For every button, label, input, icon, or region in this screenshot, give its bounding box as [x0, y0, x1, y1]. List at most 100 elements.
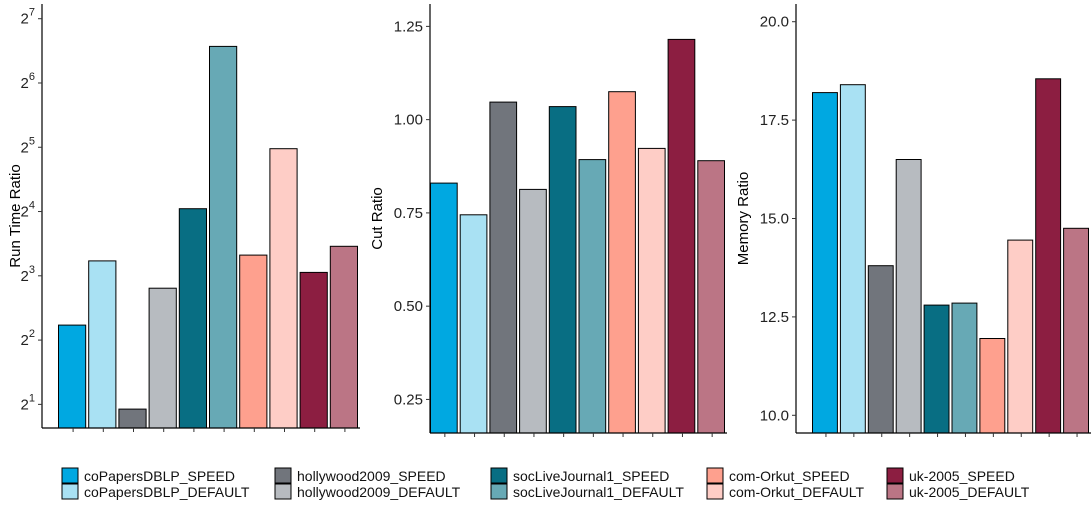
y-tick-label: 22: [21, 328, 35, 349]
y-tick-label: 0.25: [394, 391, 423, 408]
legend-item-hollywood2009_SPEED: hollywood2009_SPEED: [274, 467, 446, 484]
bar-com-Orkut_DEFAULT: [637, 147, 666, 434]
legend-swatch: [706, 467, 724, 484]
bar-uk-2005_DEFAULT: [1063, 227, 1089, 434]
y-tick-label: 12.5: [760, 309, 789, 326]
y-tick-label: 10.0: [760, 407, 789, 424]
bar-com-Orkut_SPEED: [979, 338, 1006, 434]
y-tick-label: 25: [21, 135, 35, 156]
legend-label: hollywood2009_DEFAULT: [297, 484, 461, 500]
bar-coPapersDBLP_DEFAULT: [839, 84, 866, 434]
bar-hollywood2009_DEFAULT: [519, 188, 547, 434]
tick-base: 2: [21, 396, 29, 413]
panel-3: 10.0 12.5 15.0 17.5 20.0 Memory Ratio: [735, 4, 1091, 437]
y-tick-label: 24: [21, 200, 35, 221]
y-axis-title: Memory Ratio: [735, 172, 752, 265]
bar-socLiveJournal1_SPEED: [548, 106, 577, 434]
bar-hollywood2009_SPEED: [489, 101, 518, 434]
bar-coPapersDBLP_SPEED: [430, 182, 458, 434]
legend-label: com-Orkut_DEFAULT: [729, 484, 865, 500]
bar-coPapersDBLP_DEFAULT: [88, 260, 117, 429]
legend-swatch: [61, 467, 79, 484]
y-tick-label: 1.00: [394, 112, 423, 129]
legend-item-com-Orkut_DEFAULT: com-Orkut_DEFAULT: [706, 483, 865, 500]
bar-uk-2005_DEFAULT: [697, 160, 725, 434]
bar-hollywood2009_DEFAULT: [895, 159, 922, 434]
legend-label: socLiveJournal1_SPEED: [513, 468, 669, 484]
tick-base: 2: [21, 139, 29, 156]
y-tick-label: 23: [21, 264, 35, 285]
bar-socLiveJournal1_DEFAULT: [951, 302, 978, 434]
bar-coPapersDBLP_SPEED: [58, 324, 87, 429]
panel-2: 0.25 0.50 0.75 1.00 1.25 Cut Ratio: [369, 4, 727, 437]
legend-swatch: [274, 467, 292, 484]
tick-exponent: 7: [29, 7, 35, 19]
bar-com-Orkut_DEFAULT: [1007, 239, 1034, 434]
tick-base: 2: [21, 332, 29, 349]
bar-com-Orkut_DEFAULT: [269, 148, 298, 429]
y-tick-label: 20.0: [760, 14, 789, 31]
legend-label: coPapersDBLP_DEFAULT: [84, 484, 250, 500]
tick-exponent: 3: [29, 264, 35, 276]
legend-label: socLiveJournal1_DEFAULT: [513, 484, 684, 500]
bar-hollywood2009_DEFAULT: [148, 287, 177, 429]
y-tick-label: 17.5: [760, 112, 789, 129]
y-tick-label: 0.75: [394, 205, 423, 222]
legend-swatch: [706, 483, 724, 500]
y-axis-title: Cut Ratio: [369, 187, 386, 250]
legend-item-uk-2005_DEFAULT: uk-2005_DEFAULT: [886, 483, 1030, 500]
legend-item-com-Orkut_SPEED: com-Orkut_SPEED: [706, 467, 850, 484]
legend-label: hollywood2009_SPEED: [297, 468, 446, 484]
legend-item-socLiveJournal1_DEFAULT: socLiveJournal1_DEFAULT: [490, 483, 684, 500]
tick-base: 2: [21, 204, 29, 221]
tick-base: 2: [21, 268, 29, 285]
bar-hollywood2009_SPEED: [118, 408, 147, 429]
legend-swatch: [490, 467, 508, 484]
bar-coPapersDBLP_SPEED: [812, 92, 838, 434]
bar-uk-2005_SPEED: [299, 271, 328, 429]
bar-com-Orkut_SPEED: [239, 254, 268, 429]
legend-swatch: [274, 483, 292, 500]
legend-label: uk-2005_SPEED: [909, 468, 1015, 484]
bar-com-Orkut_SPEED: [608, 91, 636, 434]
tick-exponent: 2: [29, 328, 35, 340]
tick-exponent: 5: [29, 135, 35, 147]
bar-socLiveJournal1_SPEED: [178, 208, 208, 429]
legend-swatch: [490, 483, 508, 500]
legend-item-hollywood2009_DEFAULT: hollywood2009_DEFAULT: [274, 483, 461, 500]
tick-base: 2: [21, 11, 29, 28]
legend-label: com-Orkut_SPEED: [729, 468, 850, 484]
bar-socLiveJournal1_DEFAULT: [209, 45, 238, 429]
bar-uk-2005_SPEED: [667, 38, 696, 434]
legend-label: coPapersDBLP_SPEED: [84, 468, 235, 484]
y-tick-label: 27: [21, 7, 35, 28]
tick-base: 2: [21, 75, 29, 92]
y-axis-title: Run Time Ratio: [7, 164, 24, 267]
tick-exponent: 6: [29, 71, 35, 83]
legend-swatch: [886, 483, 904, 500]
legend-swatch: [886, 467, 904, 484]
legend-item-socLiveJournal1_SPEED: socLiveJournal1_SPEED: [490, 467, 669, 484]
tick-exponent: 1: [29, 392, 35, 404]
y-tick-label: 21: [21, 392, 35, 413]
tick-exponent: 4: [29, 200, 35, 212]
bar-coPapersDBLP_DEFAULT: [459, 214, 488, 434]
y-tick-label: 26: [21, 71, 35, 92]
bar-uk-2005_SPEED: [1035, 78, 1062, 434]
y-tick-label: 1.25: [394, 18, 423, 35]
legend-swatch: [61, 483, 79, 500]
y-tick-label: 0.50: [394, 298, 423, 315]
bar-uk-2005_DEFAULT: [329, 245, 358, 429]
legend-item-uk-2005_SPEED: uk-2005_SPEED: [886, 467, 1015, 484]
bar-hollywood2009_SPEED: [867, 265, 894, 434]
y-tick-label: 15.0: [760, 211, 789, 228]
legend-item-coPapersDBLP_SPEED: coPapersDBLP_SPEED: [61, 467, 235, 484]
legend-label: uk-2005_DEFAULT: [909, 484, 1030, 500]
bar-socLiveJournal1_SPEED: [923, 304, 950, 434]
bar-socLiveJournal1_DEFAULT: [578, 159, 607, 434]
legend-item-coPapersDBLP_DEFAULT: coPapersDBLP_DEFAULT: [61, 483, 250, 500]
